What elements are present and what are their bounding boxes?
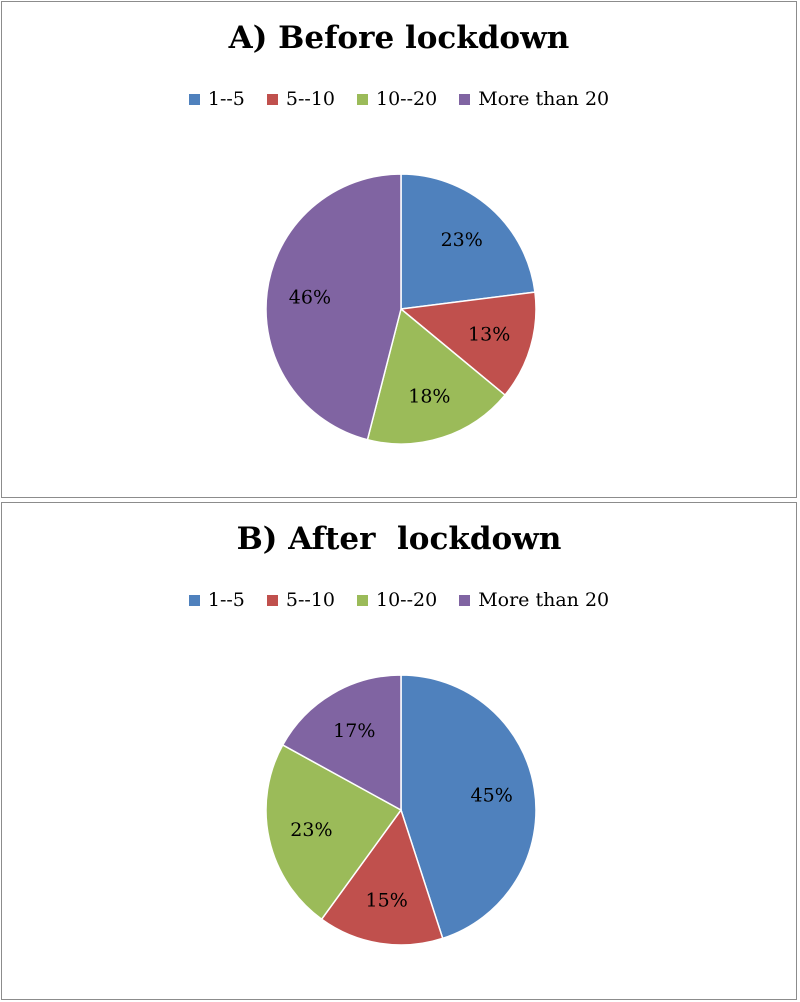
data-label-more-than-20: 17% <box>333 720 375 742</box>
legend-label: 10--20 <box>376 589 438 611</box>
legend-item-1-5: 1--5 <box>188 88 245 110</box>
legend-item-1-5: 1--5 <box>188 589 245 611</box>
legend-swatch <box>188 594 200 606</box>
legend-label: 10--20 <box>376 88 438 110</box>
legend-label: 1--5 <box>207 589 245 611</box>
legend-swatch <box>266 93 278 105</box>
legend: 1--5 5--10 10--20 More than 20 <box>2 587 796 613</box>
pie-chart-before: 23% 13% 18% 46% <box>265 173 537 445</box>
pie-slice-more-than-20 <box>281 674 402 812</box>
legend-item-more-than-20: More than 20 <box>459 88 609 110</box>
legend-item-5-10: 5--10 <box>266 589 335 611</box>
legend: 1--5 5--10 10--20 More than 20 <box>2 86 796 112</box>
data-label-10-20: 23% <box>290 819 332 841</box>
pie-slice-5-10 <box>399 291 537 397</box>
legend-item-10-20: 10--20 <box>357 88 437 110</box>
pie-slice-10-20 <box>366 307 507 445</box>
legend-label: 5--10 <box>285 589 335 611</box>
data-label-5-10: 13% <box>468 324 510 346</box>
legend-swatch <box>459 93 471 105</box>
pie-slice-more-than-20 <box>265 173 402 441</box>
legend-label: More than 20 <box>478 88 610 110</box>
data-label-1-5: 23% <box>441 229 483 251</box>
pie-chart-after: 45% 15% 23% 17% <box>265 674 537 946</box>
data-label-10-20: 18% <box>408 385 450 407</box>
chart-panel-after: B) After lockdown 1--5 5--10 10--20 More… <box>1 502 797 1000</box>
legend-label: 5--10 <box>285 88 335 110</box>
chart-title: A) Before lockdown <box>228 20 570 56</box>
legend-label: More than 20 <box>478 589 610 611</box>
legend-swatch <box>459 594 471 606</box>
pie-slice-1-5 <box>400 173 536 310</box>
chart-title: B) After lockdown <box>236 521 562 557</box>
legend-item-10-20: 10--20 <box>357 589 437 611</box>
pie-slice-1-5 <box>400 674 537 940</box>
legend-label: 1--5 <box>207 88 245 110</box>
pie-slice-5-10 <box>320 808 444 946</box>
legend-item-more-than-20: More than 20 <box>459 589 609 611</box>
chart-panel-before: A) Before lockdown 1--5 5--10 10--20 Mor… <box>1 1 797 498</box>
data-label-5-10: 15% <box>366 890 408 912</box>
pie-slice-10-20 <box>265 743 403 921</box>
legend-swatch <box>266 594 278 606</box>
data-label-1-5: 45% <box>471 785 513 807</box>
legend-swatch <box>357 93 368 105</box>
legend-swatch <box>357 594 368 606</box>
legend-item-5-10: 5--10 <box>266 88 335 110</box>
legend-swatch <box>188 93 200 105</box>
data-label-more-than-20: 46% <box>289 286 331 308</box>
